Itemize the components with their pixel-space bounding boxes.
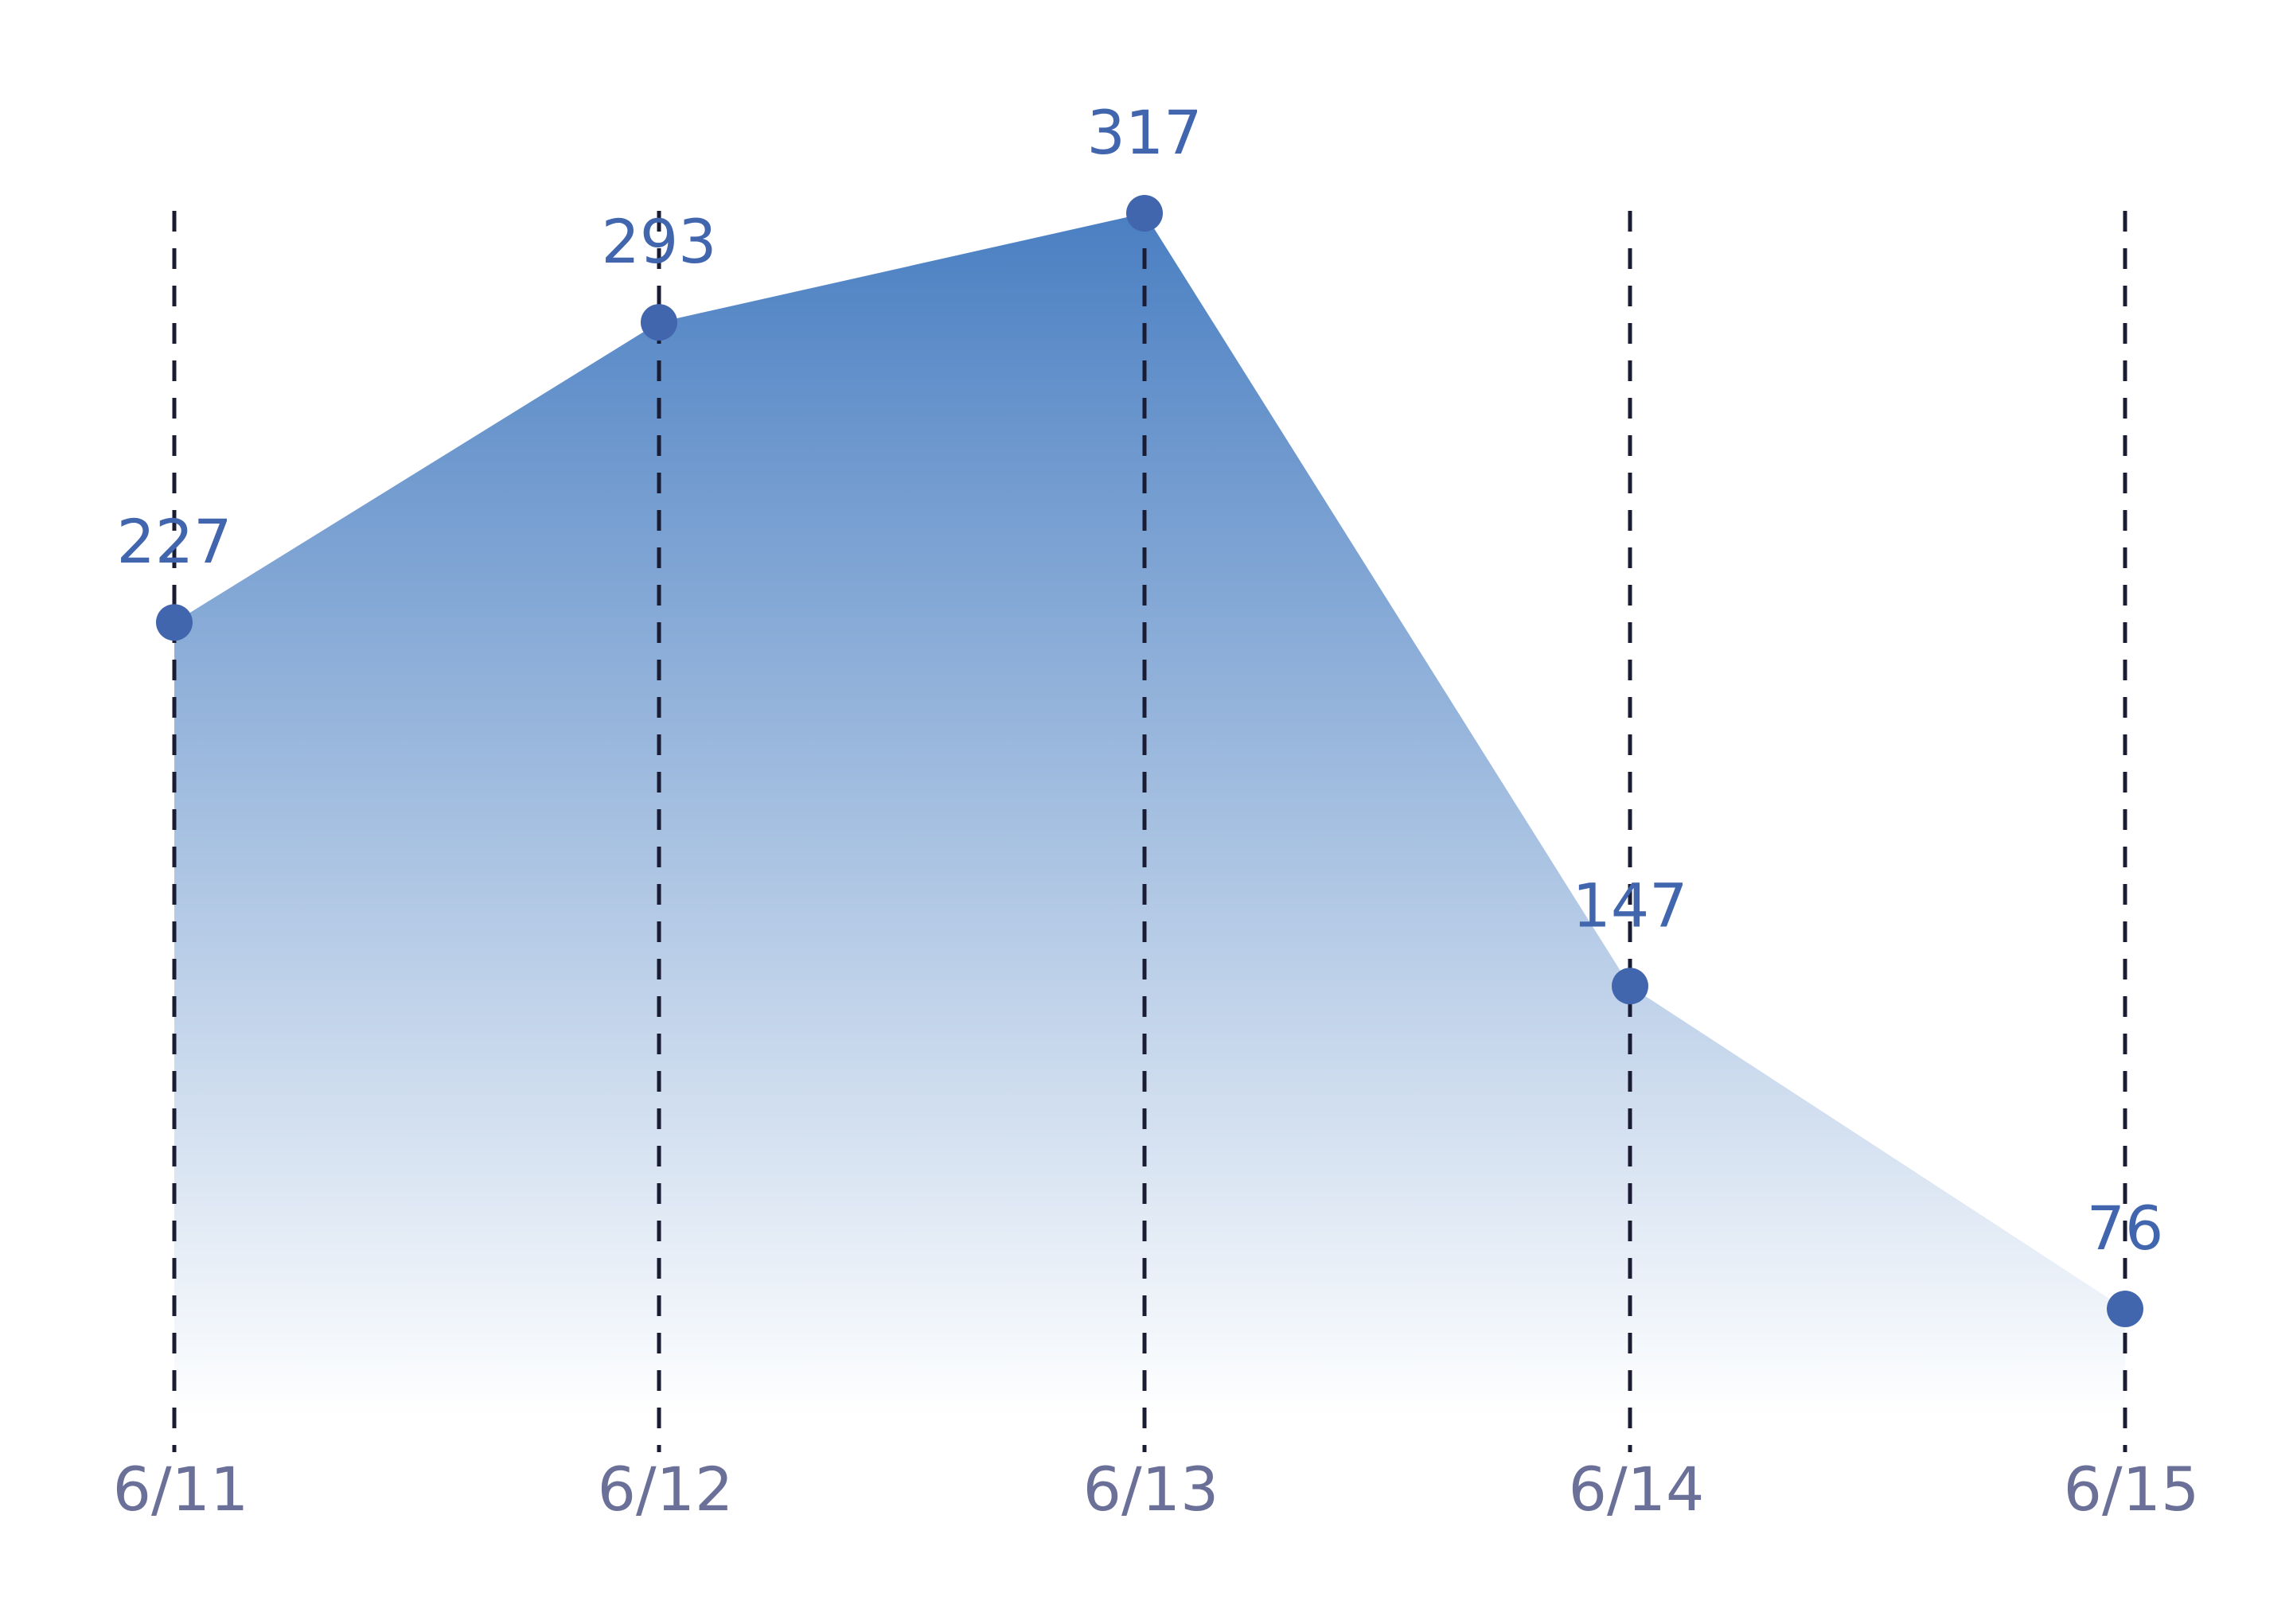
gridline-layer [172,211,2127,1452]
x-tick-label-6-12: 6/12 [598,1454,734,1525]
data-point-6-13 [1126,195,1163,232]
x-tick-label-6-14: 6/14 [1569,1454,1705,1525]
x-tick-label-6-15: 6/15 [2064,1454,2200,1525]
x-tick-layer: 6/11 6/12 6/13 6/14 6/15 [113,1454,2200,1525]
data-point-6-12 [641,304,677,341]
data-label-layer: 227 293 317 147 76 [116,97,2163,1264]
data-label-6-14: 147 [1572,870,1687,941]
data-point-6-15 [2107,1291,2143,1327]
data-label-6-12: 293 [601,206,716,277]
x-tick-label-6-13: 6/13 [1083,1454,1219,1525]
data-point-6-11 [156,604,193,641]
area-fill [174,213,2125,1416]
data-point-6-14 [1612,968,1648,1005]
data-label-6-15: 76 [2087,1193,2164,1264]
data-label-6-11: 227 [116,506,232,577]
x-tick-label-6-11: 6/11 [113,1454,249,1525]
data-label-6-13: 317 [1086,97,1202,168]
area-layer [174,213,2125,1416]
point-layer [156,195,2143,1327]
